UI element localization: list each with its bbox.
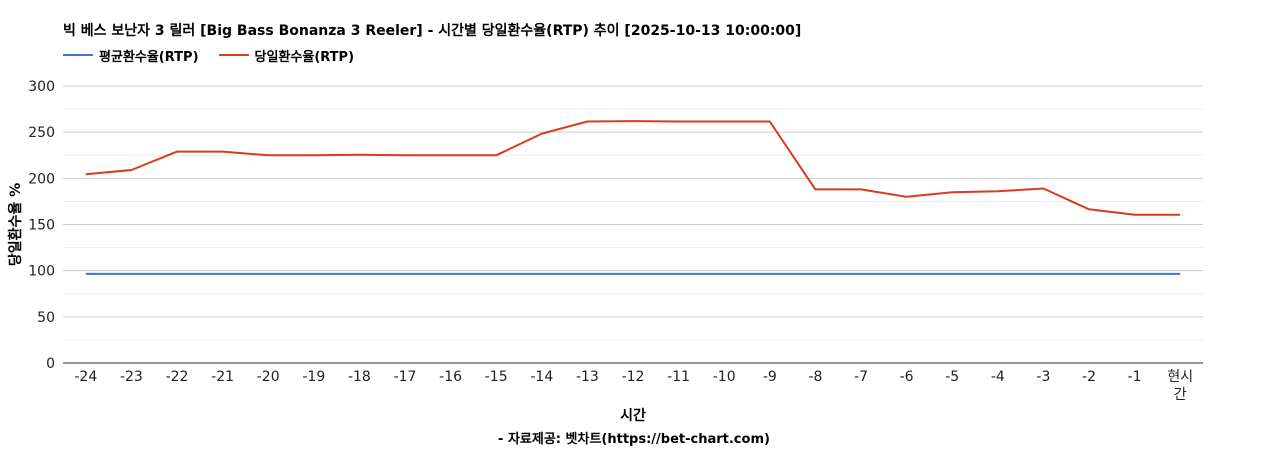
y-tick-label: 300: [28, 79, 55, 95]
x-tick-label: -18: [348, 369, 371, 385]
x-tick-label: -5: [945, 369, 959, 385]
legend-label-average: 평균환수율(RTP): [99, 49, 199, 65]
x-tick-label: -24: [74, 369, 97, 385]
x-tick-label: -11: [667, 369, 690, 385]
y-tick-label: 50: [37, 310, 55, 326]
y-tick-label: 200: [28, 171, 55, 187]
x-tick-label: -2: [1082, 369, 1096, 385]
x-tick-label: -15: [485, 369, 508, 385]
x-tick-label: -13: [576, 369, 599, 385]
chart-title: 빅 베스 보난자 3 릴러 [Big Bass Bonanza 3 Reeler…: [63, 23, 802, 39]
y-tick-label: 250: [28, 125, 55, 141]
x-tick-label: -1: [1128, 369, 1142, 385]
x-tick-label: -19: [302, 369, 325, 385]
x-tick-label: -23: [120, 369, 143, 385]
x-tick-label: -9: [763, 369, 777, 385]
legend: 평균환수율(RTP) 당일환수율(RTP): [63, 46, 355, 65]
x-tick-label: -4: [991, 369, 1005, 385]
x-tick-label: -6: [900, 369, 914, 385]
legend-swatch-daily: [218, 54, 249, 56]
x-tick-label: -12: [622, 369, 645, 385]
x-tick-label: 현시 간: [1167, 369, 1193, 403]
x-tick-label: -7: [854, 369, 868, 385]
x-axis-title: 시간: [620, 407, 646, 424]
legend-label-daily: 당일환수율(RTP): [254, 49, 355, 65]
line-chart: 0 50 100 150 200 250 300 -24 -23 -22 -21 -20 -19 -18 -…: [7, 79, 1203, 424]
series-line-daily-rtp: [85, 120, 1181, 216]
y-axis-title: 당일환수율 %: [7, 183, 24, 266]
y-tick-label: 0: [46, 356, 55, 372]
x-tick-label: -16: [439, 369, 462, 385]
x-tick-label: -14: [530, 369, 553, 385]
source-note: - 자료제공: 벳차트(https://bet-chart.com): [498, 432, 770, 447]
legend-item-daily-rtp[interactable]: 당일환수율(RTP): [218, 46, 355, 65]
x-tick-label: -10: [713, 369, 736, 385]
y-tick-label: 100: [28, 264, 55, 280]
x-tick-label: -17: [394, 369, 417, 385]
x-tick-label: -21: [211, 369, 234, 385]
x-tick-label: -3: [1036, 369, 1050, 385]
y-tick-label: 150: [28, 218, 55, 234]
x-tick-label: -8: [808, 369, 822, 385]
x-tick-label: -20: [257, 369, 280, 385]
x-tick-label: -22: [166, 369, 189, 385]
legend-swatch-average: [63, 54, 93, 56]
legend-item-average-rtp[interactable]: 평균환수율(RTP): [63, 46, 199, 65]
